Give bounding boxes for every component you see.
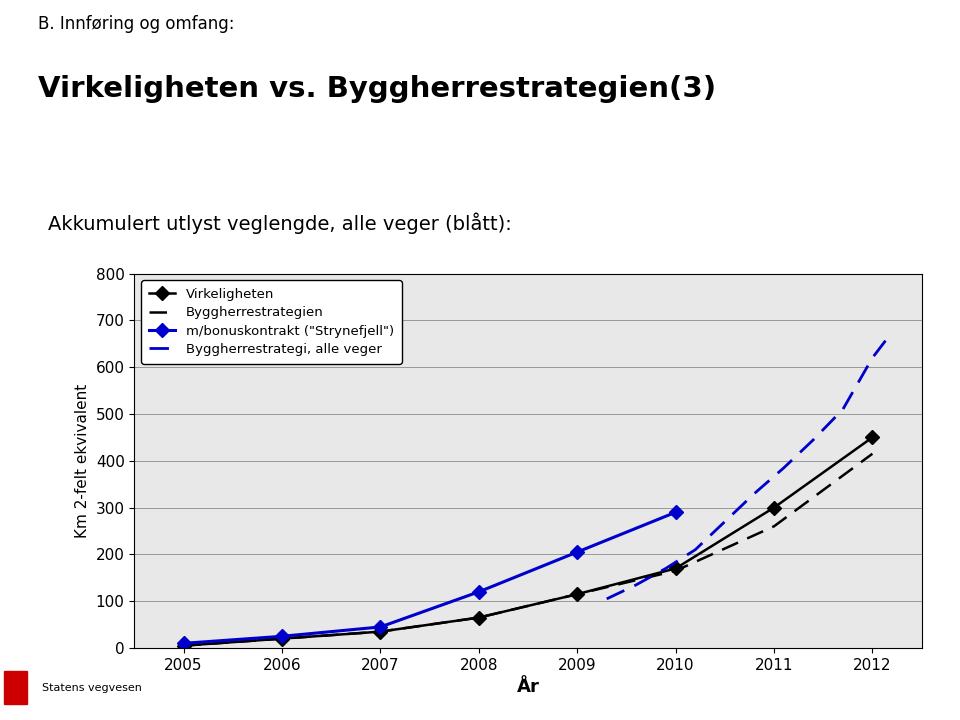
Byggherrestrategi, alle veger xyxy=(631,580,642,589)
Byggherrestrategi, alle veger xyxy=(689,546,701,554)
Legend: Virkeligheten, Byggherrestrategien, m/bonuskontrakt ("Strynefjell"), Byggherrest: Virkeligheten, Byggherrestrategien, m/bo… xyxy=(141,280,402,364)
Line: Virkeligheten: Virkeligheten xyxy=(179,433,877,651)
Byggherrestrategien xyxy=(768,522,780,531)
Byggherrestrategi, alle veger xyxy=(886,328,898,336)
Line: m/bonuskontrakt ("Strynefjell"): m/bonuskontrakt ("Strynefjell") xyxy=(179,508,681,648)
Byggherrestrategi, alle veger xyxy=(601,595,612,603)
Byggherrestrategien xyxy=(571,590,583,598)
m/bonuskontrakt ("Strynefjell") xyxy=(473,588,485,596)
Byggherrestrategi, alle veger xyxy=(749,490,760,498)
Byggherrestrategi, alle veger xyxy=(719,517,731,526)
Polygon shape xyxy=(701,0,960,187)
X-axis label: År: År xyxy=(516,678,540,696)
Byggherrestrategi, alle veger xyxy=(660,564,672,573)
Line: Byggherrestrategi, alle veger: Byggherrestrategi, alle veger xyxy=(607,332,892,599)
Text: Akkumulert utlyst veglengde, alle veger (blått):: Akkumulert utlyst veglengde, alle veger … xyxy=(48,212,512,233)
Line: Byggherrestrategien: Byggherrestrategien xyxy=(183,454,873,646)
Byggherrestrategi, alle veger xyxy=(778,464,789,472)
m/bonuskontrakt ("Strynefjell") xyxy=(276,632,288,641)
Virkeligheten xyxy=(178,642,189,650)
Text: Statens vegvesen: Statens vegvesen xyxy=(42,683,142,693)
Virkeligheten xyxy=(670,564,682,573)
m/bonuskontrakt ("Strynefjell") xyxy=(374,623,386,631)
Virkeligheten xyxy=(276,634,288,643)
Byggherrestrategi, alle veger xyxy=(837,405,849,413)
m/bonuskontrakt ("Strynefjell") xyxy=(178,639,189,648)
Byggherrestrategien xyxy=(374,627,386,636)
Virkeligheten xyxy=(571,590,583,598)
Virkeligheten xyxy=(867,433,878,441)
Text: B. Innføring og omfang:: B. Innføring og omfang: xyxy=(38,15,235,33)
m/bonuskontrakt ("Strynefjell") xyxy=(670,508,682,517)
m/bonuskontrakt ("Strynefjell") xyxy=(571,548,583,557)
Virkeligheten xyxy=(473,613,485,622)
Text: Virkeligheten vs. Byggherrestrategien(3): Virkeligheten vs. Byggherrestrategien(3) xyxy=(38,75,716,103)
Y-axis label: Km 2-felt ekvivalent: Km 2-felt ekvivalent xyxy=(75,384,90,538)
Virkeligheten xyxy=(374,627,386,636)
Byggherrestrategien xyxy=(867,449,878,458)
Byggherrestrategi, alle veger xyxy=(807,436,819,444)
Bar xyxy=(4,671,27,704)
Byggherrestrategi, alle veger xyxy=(867,354,878,362)
Byggherrestrategien xyxy=(670,567,682,575)
Virkeligheten xyxy=(768,503,780,512)
Byggherrestrategien xyxy=(276,634,288,643)
Byggherrestrategien xyxy=(473,613,485,622)
Byggherrestrategien xyxy=(178,642,189,650)
